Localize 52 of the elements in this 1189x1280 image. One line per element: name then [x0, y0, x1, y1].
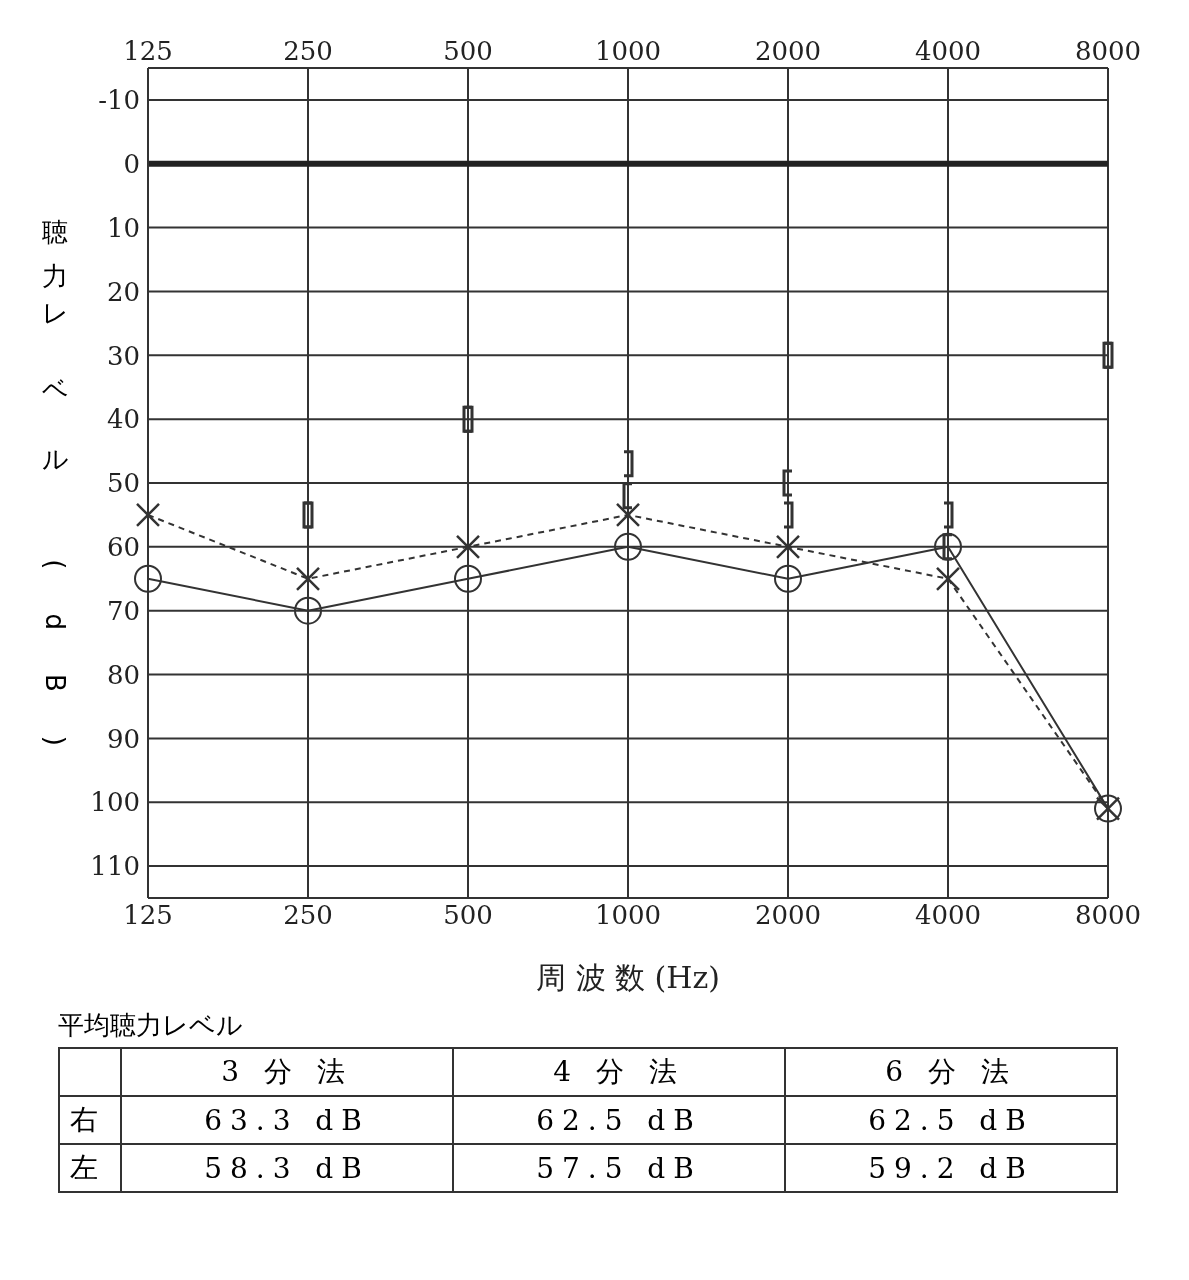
category-label: 8000 [1074, 900, 1142, 931]
category-label: 4000 [914, 900, 982, 931]
y-tick-label: 0 [123, 149, 140, 179]
point [615, 502, 641, 528]
text: 58.3 dB [204, 1151, 370, 1185]
x-tick-label: 1000 [594, 36, 662, 66]
y-tick-label: 20 [106, 276, 140, 307]
x-tick-label: 4000 [914, 36, 982, 66]
category-label: 左 [70, 1151, 106, 1184]
category-label: 6 分 法 [785, 1048, 1117, 1096]
point [454, 564, 482, 593]
category-label: 2000 [754, 900, 822, 931]
x-tick-label: 125 [123, 36, 173, 66]
point [455, 534, 481, 560]
x-axis-title: 周 波 数 (Hz) [536, 960, 720, 995]
y-tick-label: 70 [106, 595, 140, 626]
y-tick-label: 60 [106, 532, 140, 563]
y-tick-label: 110 [90, 851, 140, 882]
text: 59.2 dB [868, 1151, 1034, 1185]
text: 62.5 dB [868, 1103, 1034, 1137]
point [295, 566, 321, 592]
x-tick-label: 500 [443, 36, 493, 66]
text: 63.3 dB [204, 1103, 370, 1137]
y-tick-label: 40 [106, 404, 140, 435]
y-tick-label: 90 [106, 723, 140, 754]
point [774, 564, 802, 593]
category-label: 1000 [594, 900, 662, 931]
x-tick-label: 250 [283, 36, 333, 66]
text: 平均聴力レベル [58, 1009, 244, 1042]
point [135, 502, 161, 528]
y-axis-title: 聴力レベル (dB) [39, 198, 71, 792]
y-tick-label: 30 [106, 340, 140, 371]
point [775, 534, 801, 560]
category-label: 500 [443, 900, 493, 931]
category-label: 3 分 法 [121, 1048, 453, 1096]
point [134, 564, 162, 593]
category-label: 125 [123, 900, 173, 931]
y-tick-label: -10 [98, 85, 140, 116]
category-label: 右 [70, 1103, 106, 1136]
y-tick-label: 50 [106, 468, 140, 499]
x-tick-label: 8000 [1074, 36, 1142, 66]
point [614, 532, 642, 561]
text: 62.5 dB [536, 1103, 702, 1137]
point [294, 596, 322, 625]
y-tick-label: 80 [106, 659, 140, 690]
category-label: 4 分 法 [453, 1048, 785, 1096]
x-tick-label: 2000 [754, 36, 822, 66]
point [935, 566, 961, 592]
category-label: 250 [283, 900, 333, 931]
y-tick-label: 10 [106, 212, 140, 243]
text: 57.5 dB [536, 1151, 702, 1185]
y-tick-label: 100 [90, 787, 140, 818]
